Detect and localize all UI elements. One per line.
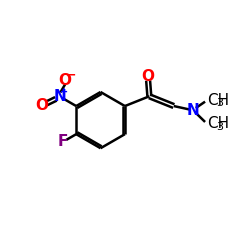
Text: +: + xyxy=(60,87,68,97)
Text: N: N xyxy=(54,90,67,104)
Text: CH: CH xyxy=(207,93,229,108)
Text: F: F xyxy=(58,134,68,149)
Text: CH: CH xyxy=(207,116,229,132)
Text: O: O xyxy=(59,73,72,88)
Text: O: O xyxy=(142,69,154,84)
Text: 3: 3 xyxy=(216,98,223,108)
Text: N: N xyxy=(186,103,199,118)
Text: 3: 3 xyxy=(216,122,223,132)
Text: −: − xyxy=(65,69,76,82)
Text: O: O xyxy=(36,98,49,113)
